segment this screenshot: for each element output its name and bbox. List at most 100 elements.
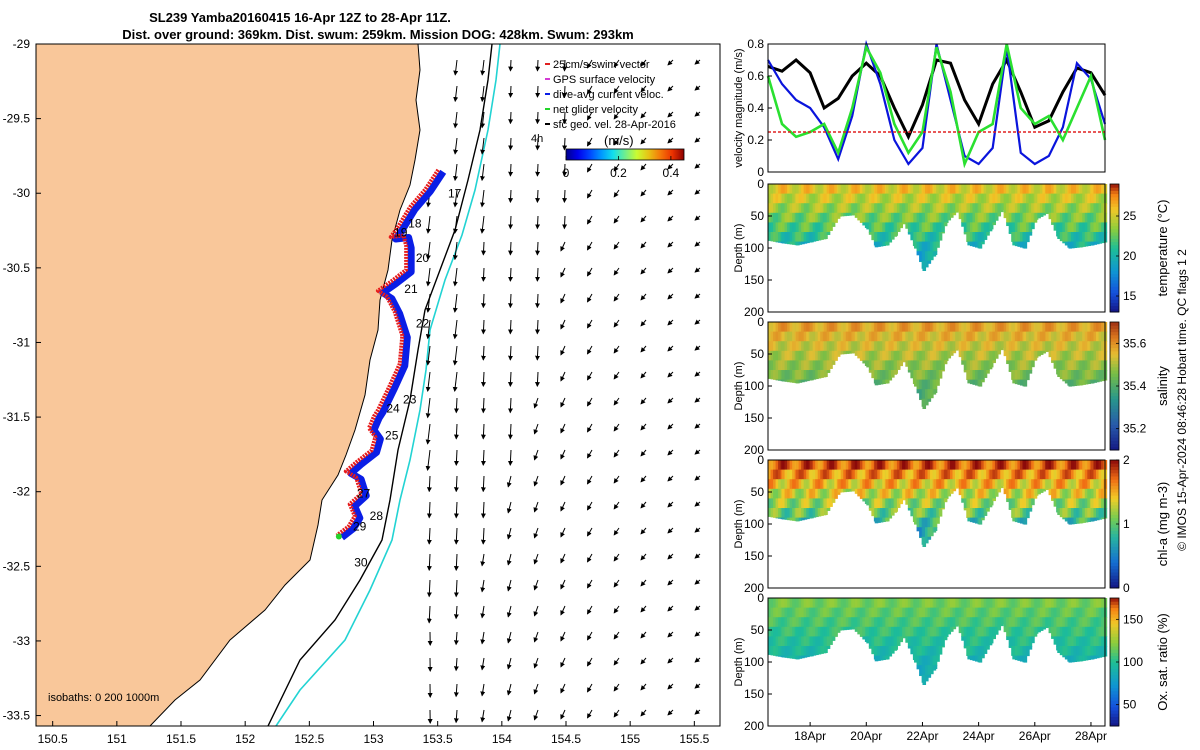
section-cell xyxy=(930,331,934,342)
current-vector-arrow xyxy=(560,605,566,616)
section-cell xyxy=(852,479,856,490)
section-cell xyxy=(927,536,932,540)
section-cell xyxy=(1014,360,1019,371)
section-cell xyxy=(1048,607,1053,618)
section-cell xyxy=(907,331,912,342)
section-cell xyxy=(866,322,870,333)
section-y-tick-label: 200 xyxy=(744,719,764,733)
section-cell xyxy=(1093,508,1098,519)
section-cell xyxy=(874,360,879,371)
section-colorbar-segment xyxy=(1110,575,1119,579)
section-cell xyxy=(1087,508,1091,519)
section-cell xyxy=(933,222,938,233)
section-cell xyxy=(885,212,890,223)
section-cell xyxy=(877,617,881,628)
section-cell xyxy=(1068,350,1073,361)
current-vector-arrow xyxy=(613,397,620,406)
section-cell xyxy=(882,517,886,523)
section-cell xyxy=(916,498,921,509)
section-cell xyxy=(796,212,800,223)
section-cell xyxy=(885,460,890,471)
section-cell xyxy=(919,598,923,609)
section-colorbar-segment xyxy=(1110,341,1119,345)
section-cell xyxy=(1073,184,1078,195)
current-vector-arrow xyxy=(480,371,486,388)
section-cell xyxy=(857,479,861,490)
section-cell xyxy=(1042,184,1046,195)
section-cell xyxy=(967,212,971,223)
section-cell xyxy=(871,212,875,223)
section-cell xyxy=(994,488,999,497)
section-cell xyxy=(770,617,775,628)
section-cell xyxy=(938,184,943,195)
section-cell xyxy=(905,212,909,223)
section-cell xyxy=(784,498,789,509)
section-cell xyxy=(782,222,786,233)
section-cell xyxy=(848,607,852,618)
section-cell xyxy=(770,203,775,214)
section-cell xyxy=(773,360,777,371)
section-cell xyxy=(1093,479,1098,490)
section-cell xyxy=(924,370,929,381)
section-cell xyxy=(938,322,943,333)
section-cell xyxy=(963,488,968,499)
section-cell xyxy=(1084,607,1089,618)
section-cell xyxy=(803,617,808,628)
section-cell xyxy=(994,212,999,221)
isobath-label: isobaths: 0 200 1000m xyxy=(48,692,159,704)
section-cell xyxy=(1057,212,1061,223)
section-colorbar-segment xyxy=(1110,703,1119,708)
section-cell xyxy=(1053,360,1058,369)
section-cell xyxy=(1014,341,1019,352)
current-vector-arrow xyxy=(453,605,459,620)
section-cell xyxy=(914,607,918,618)
section-cell xyxy=(792,193,796,204)
section-colorbar-segment xyxy=(1110,200,1119,204)
section-cell xyxy=(1006,636,1010,641)
section-cell xyxy=(974,331,979,342)
section-colorbar-segment xyxy=(1110,357,1119,361)
section-cell xyxy=(1028,479,1033,490)
section-colorbar-segment xyxy=(1110,665,1119,669)
section-cell xyxy=(1071,184,1075,195)
section-cell xyxy=(1034,193,1039,204)
section-cell xyxy=(1073,232,1078,243)
section-cell xyxy=(981,479,985,490)
section-cell xyxy=(784,193,789,204)
section-cell xyxy=(1046,350,1050,352)
section-cell xyxy=(1019,379,1024,386)
section-cell xyxy=(1034,203,1039,214)
section-cell xyxy=(1017,360,1021,371)
section-cell xyxy=(902,322,907,333)
section-cell xyxy=(773,626,777,637)
section-cell xyxy=(778,331,782,342)
section-cell xyxy=(775,598,780,609)
section-cell xyxy=(933,498,938,509)
section-cell xyxy=(1082,212,1086,223)
section-cell xyxy=(1001,469,1005,480)
section-cell xyxy=(927,360,932,371)
section-cell xyxy=(1012,498,1016,509)
section-cell xyxy=(1031,341,1035,352)
section-cell xyxy=(784,379,789,382)
section-cell xyxy=(1098,508,1103,519)
section-cell xyxy=(1087,322,1091,333)
current-vector-arrow xyxy=(425,319,431,340)
section-cell xyxy=(885,469,890,480)
section-cell xyxy=(986,360,990,371)
section-cell xyxy=(773,617,777,628)
current-vector-arrow xyxy=(613,293,620,302)
section-colorbar-segment xyxy=(1110,633,1119,637)
section-cell xyxy=(787,184,791,195)
current-vector-arrow xyxy=(533,423,539,435)
section-cell xyxy=(1084,508,1089,519)
section-cell xyxy=(798,360,803,371)
current-vector-arrow xyxy=(613,189,620,198)
section-cell xyxy=(812,370,817,380)
section-cell xyxy=(888,241,893,243)
section-cell xyxy=(866,331,870,342)
section-cell xyxy=(829,626,833,637)
section-ylabel: Depth (m) xyxy=(733,500,745,549)
